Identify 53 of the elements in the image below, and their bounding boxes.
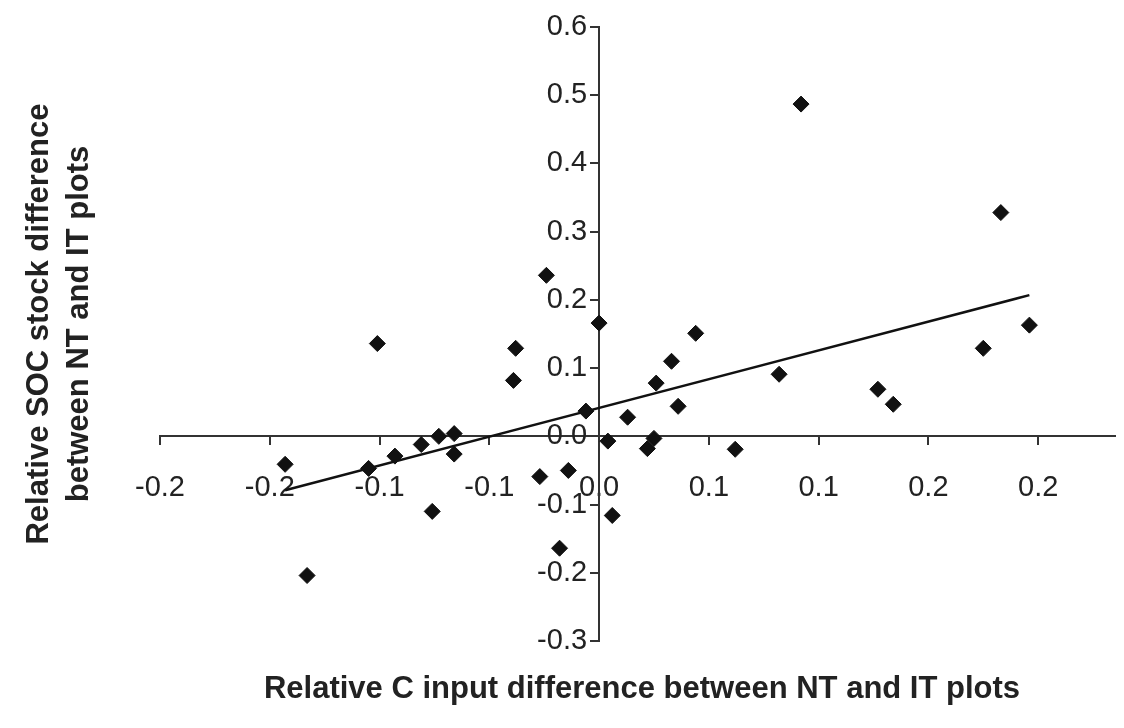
y-tick-label: -0.3 [537,623,588,655]
point [559,461,577,479]
y-tick-label: 0.5 [546,77,588,110]
point [663,352,681,370]
point [619,408,637,426]
point [603,506,621,524]
y-tick-label: 0.3 [546,213,588,246]
x-tick-label: 0.1 [798,469,839,502]
point [577,402,595,420]
point [368,335,386,353]
point [726,440,744,458]
point [884,395,902,413]
point [590,314,608,332]
point [423,502,441,520]
point [869,380,887,398]
point [445,445,463,463]
y-tick-label: 0.4 [546,145,588,178]
y-tick-label: 0.6 [546,9,588,41]
x-tick-label: 0.1 [688,469,730,502]
point [298,567,316,585]
point [504,371,522,389]
point [687,324,705,342]
point [537,266,555,284]
point [1020,316,1038,334]
point [992,204,1010,222]
y-axis-title: Relative SOC stock difference between NT and IT plots [19,102,96,547]
point [412,436,430,454]
point [551,539,569,557]
x-tick-label: -0.1 [354,469,405,502]
x-tick-label: -0.1 [464,469,515,502]
x-tick-label: -0.2 [244,469,295,502]
x-tick-label: 0.2 [1018,469,1059,502]
point [430,427,448,445]
point [360,459,378,477]
point [276,455,294,473]
point [531,468,549,486]
point [645,429,663,447]
x-tick-label: -0.2 [135,469,185,502]
point [770,365,788,383]
x-tick-label: 0.2 [908,469,949,502]
point [669,397,687,415]
point [507,339,525,357]
x-axis-title: Relative C input difference between NT and IT plots [262,669,1022,707]
point [386,447,404,465]
point [974,339,992,357]
y-tick-label: 0.2 [546,281,588,314]
y-tick-label: 0.1 [546,350,588,383]
point [647,374,665,392]
point [445,425,463,443]
point [792,95,810,113]
point [638,440,656,458]
y-tick-label: -0.2 [537,554,588,587]
point [599,432,617,450]
